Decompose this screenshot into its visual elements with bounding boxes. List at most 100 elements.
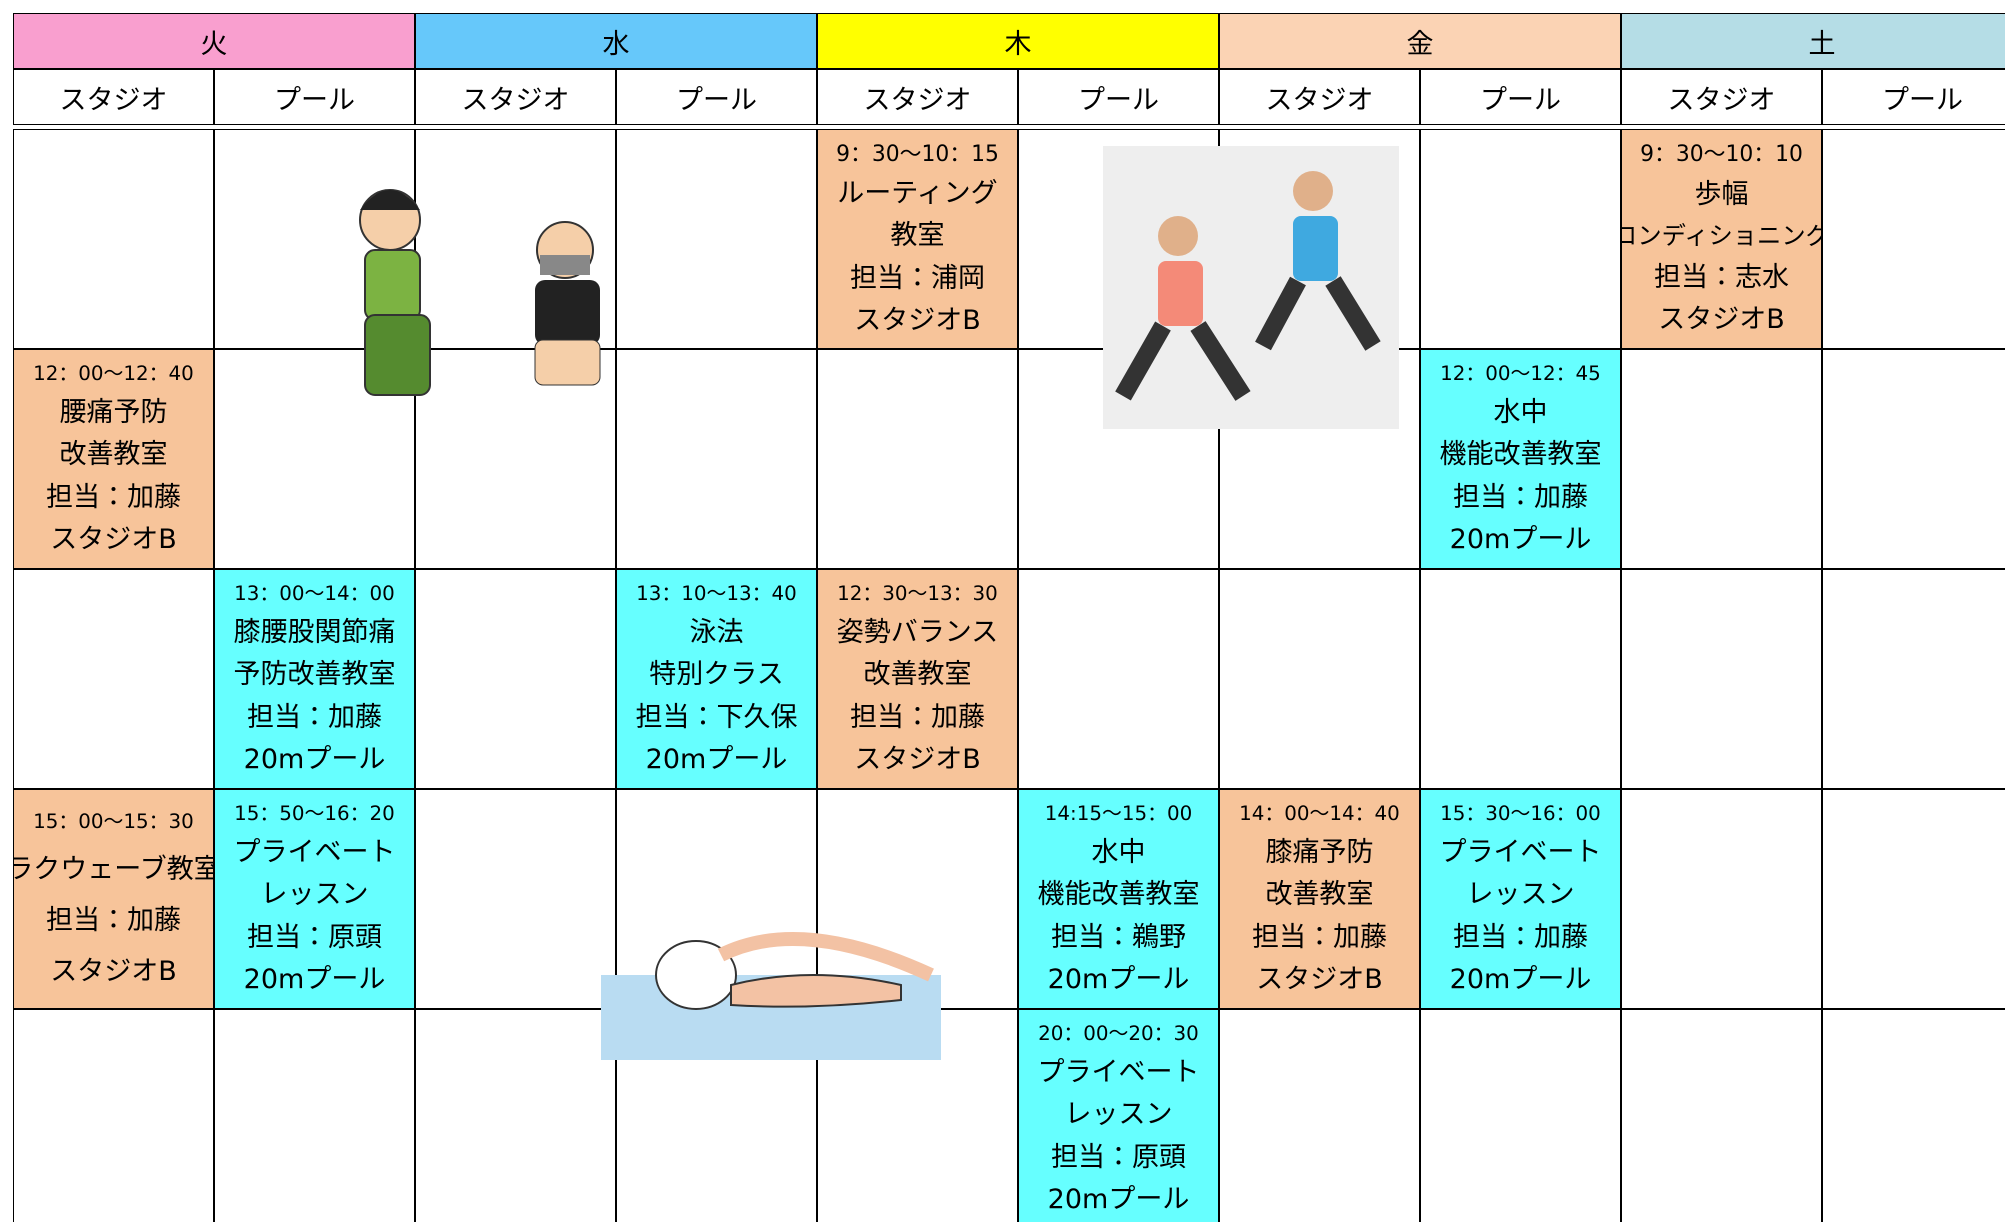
empty-cell xyxy=(1018,569,1219,789)
class-line: 担当：加藤 xyxy=(46,481,181,513)
empty-cell xyxy=(214,349,415,569)
class-cell: 14：00〜14：40 膝痛予防 改善教室 担当：加藤 スタジオB xyxy=(1219,789,1420,1009)
class-line: 教室 xyxy=(890,220,945,252)
room-header: プール xyxy=(616,69,817,125)
day-header: 木 xyxy=(817,13,1219,69)
class-line: 20mプール xyxy=(1449,524,1592,556)
empty-cell xyxy=(415,789,616,1009)
class-line: 13：00〜14：00 xyxy=(234,581,395,605)
empty-cell xyxy=(415,349,616,569)
class-line: 担当：加藤 xyxy=(1453,481,1588,513)
empty-cell xyxy=(1420,129,1621,349)
class-line: 15：30〜16：00 xyxy=(1440,801,1601,825)
empty-cell xyxy=(1822,129,2005,349)
empty-cell xyxy=(1822,1009,2005,1222)
class-line: 担当：志水 xyxy=(1654,261,1789,293)
day-header: 火 xyxy=(13,13,415,69)
schedule-body: 9：30〜10：15 ルーティング 教室 担当：浦岡 スタジオB 9：30〜10：10 歩幅… xyxy=(13,129,2005,1222)
room-header: スタジオ xyxy=(1219,69,1420,125)
class-line: 14:15〜15：00 xyxy=(1044,801,1193,825)
day-header: 金 xyxy=(1219,13,1621,69)
class-line: 機能改善教室 xyxy=(1439,439,1602,471)
timetable: 火水木金土 スタジオ プール スタジオ プール スタジオ プール スタジオ プール スタジオ プー… xyxy=(13,13,2005,1222)
empty-cell xyxy=(415,569,616,789)
empty-cell xyxy=(415,129,616,349)
class-line: 12：00〜12：40 xyxy=(33,361,194,385)
empty-cell xyxy=(1219,569,1420,789)
room-header: スタジオ xyxy=(817,69,1018,125)
class-line: 予防改善教室 xyxy=(233,659,396,691)
room-header: スタジオ xyxy=(1621,69,1822,125)
class-line: プライベート xyxy=(1037,1056,1200,1088)
class-cell: 9：30〜10：10 歩幅 コンディショニング 担当：志水 スタジオB xyxy=(1621,129,1822,349)
day-header: 土 xyxy=(1621,13,2005,69)
empty-cell xyxy=(1822,789,2005,1009)
class-line: 15：00〜15：30 xyxy=(33,810,194,834)
class-line: 歩幅 xyxy=(1694,179,1749,211)
class-line: ラクウェーブ教室 xyxy=(13,853,214,885)
class-line: コンディショニング xyxy=(1621,220,1822,250)
class-line: 20mプール xyxy=(1449,964,1592,996)
empty-cell xyxy=(1621,349,1822,569)
class-cell: 15：00〜15：30 ラクウェーブ教室 担当：加藤 スタジオB xyxy=(13,789,214,1009)
class-line: 20mプール xyxy=(243,964,386,996)
class-line: 担当：浦岡 xyxy=(850,262,985,294)
class-line: スタジオB xyxy=(854,744,981,776)
class-cell: 14:15〜15：00 水中 機能改善教室 担当：鵜野 20mプール xyxy=(1018,789,1219,1009)
empty-cell xyxy=(1621,789,1822,1009)
class-line: 機能改善教室 xyxy=(1037,879,1200,911)
class-cell: 20：00〜20：30 プライベート レッスン 担当：原頭 20mプール xyxy=(1018,1009,1219,1222)
empty-cell xyxy=(13,129,214,349)
empty-cell xyxy=(616,129,817,349)
empty-cell xyxy=(1822,569,2005,789)
empty-cell xyxy=(1621,1009,1822,1222)
empty-cell xyxy=(1420,569,1621,789)
day-header-row: 火水木金土 xyxy=(13,13,2005,69)
empty-cell xyxy=(817,349,1018,569)
class-line: スタジオB xyxy=(50,524,177,556)
room-header: プール xyxy=(214,69,415,125)
class-line: 12：00〜12：45 xyxy=(1440,361,1601,385)
illustration-stretch xyxy=(1103,146,1399,429)
class-line: プライベート xyxy=(1439,836,1602,868)
empty-cell xyxy=(214,1009,415,1222)
empty-cell xyxy=(13,569,214,789)
empty-cell xyxy=(415,1009,616,1222)
class-cell: 12：00〜12：40 腰痛予防 改善教室 担当：加藤 スタジオB xyxy=(13,349,214,569)
class-line: 20mプール xyxy=(1047,964,1190,996)
class-line: 改善教室 xyxy=(863,659,972,691)
class-line: 14：00〜14：40 xyxy=(1239,801,1400,825)
class-line: 20mプール xyxy=(645,744,788,776)
class-line: プライベート xyxy=(233,836,396,868)
class-cell: 12：00〜12：45 水中機能改善教室 担当：加藤 20mプール xyxy=(1420,349,1621,569)
room-header: プール xyxy=(1420,69,1621,125)
class-line: 姿勢バランス xyxy=(836,616,999,648)
room-header: スタジオ xyxy=(415,69,616,125)
class-line: レッスン xyxy=(1064,1099,1173,1131)
room-header: スタジオ xyxy=(13,69,214,125)
room-header-row: スタジオ プール スタジオ プール スタジオ プール スタジオ プール スタジオ プール xyxy=(13,69,2005,125)
room-header: プール xyxy=(1018,69,1219,125)
class-line: 水中 xyxy=(1493,396,1548,428)
class-line: 20mプール xyxy=(243,744,386,776)
class-line: 改善教室 xyxy=(1265,879,1374,911)
class-line: 担当：加藤 xyxy=(247,701,382,733)
day-header: 水 xyxy=(415,13,817,69)
class-line: スタジオB xyxy=(1256,964,1383,996)
class-cell: 13：10〜13：40 泳法 特別クラス 担当：下久保 20mプール xyxy=(616,569,817,789)
class-line: スタジオB xyxy=(854,304,981,336)
empty-cell xyxy=(214,129,415,349)
class-line: 13：10〜13：40 xyxy=(636,581,797,605)
empty-cell xyxy=(1420,1009,1621,1222)
class-cell: 12：30〜13：30 姿勢バランス 改善教室 担当：加藤 スタジオB xyxy=(817,569,1018,789)
class-line: 15：50〜16：20 xyxy=(234,801,395,825)
class-line: 水中 xyxy=(1091,836,1146,868)
empty-cell xyxy=(616,349,817,569)
empty-cell xyxy=(1621,569,1822,789)
illustration-exercise xyxy=(359,189,601,396)
class-line: 担当：加藤 xyxy=(1453,921,1588,953)
class-line: 12：30〜13：30 xyxy=(837,581,998,605)
class-cell: 13：00〜14：00 膝腰股関節痛 予防改善教室 担当：加藤 20mプール xyxy=(214,569,415,789)
class-line: 腰痛予防 xyxy=(59,396,168,428)
